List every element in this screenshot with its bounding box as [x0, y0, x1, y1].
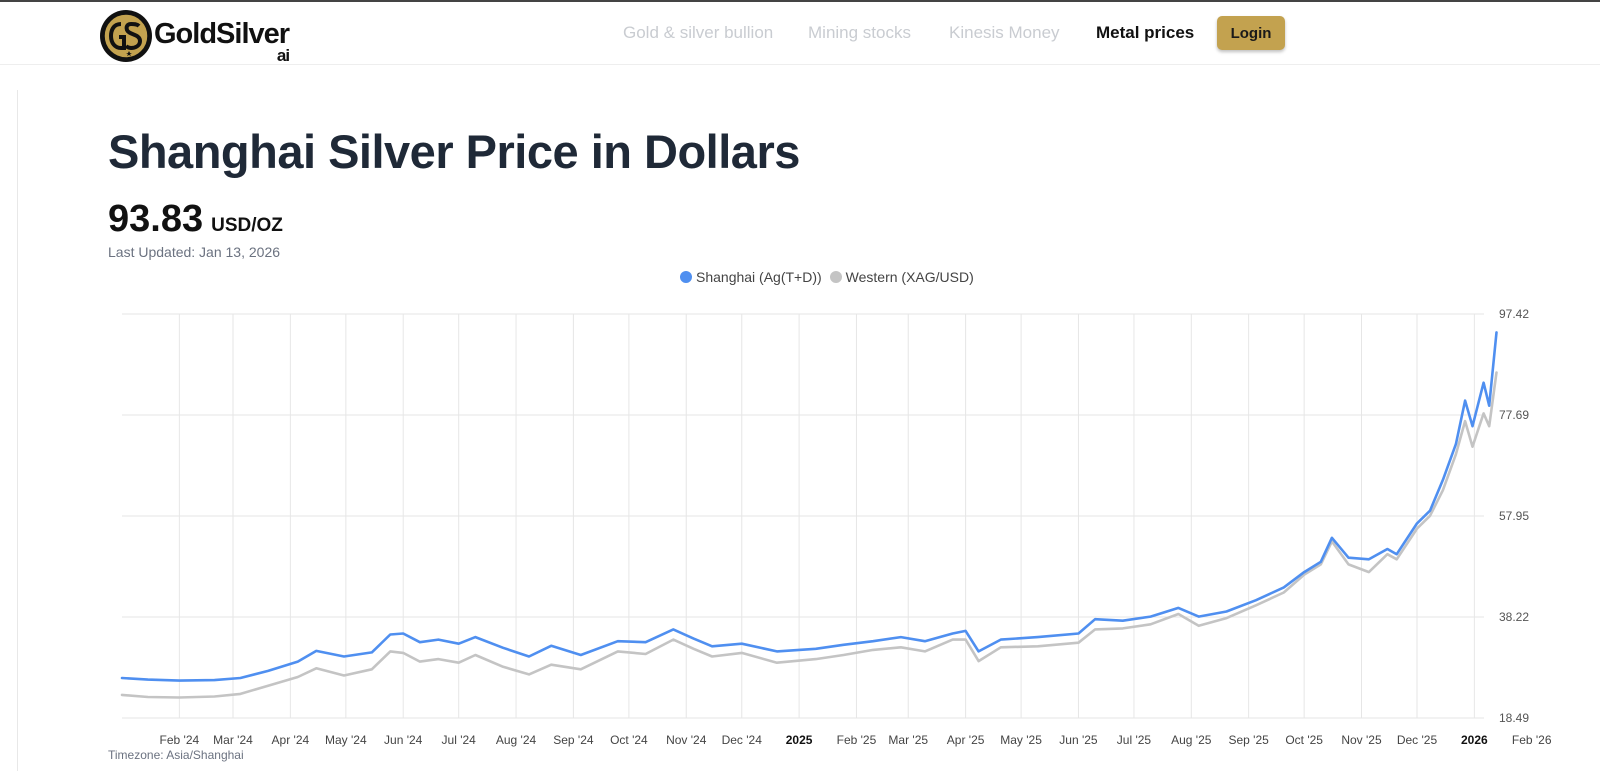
- chart-legend: Shanghai (Ag(T+D)) Western (XAG/USD): [680, 269, 982, 285]
- x-tick-label: Nov '24: [666, 733, 707, 747]
- nav-mining-stocks[interactable]: Mining stocks: [808, 23, 911, 42]
- nav-kinesis-money[interactable]: Kinesis Money: [949, 23, 1060, 42]
- x-tick-label: Mar '24: [213, 733, 253, 747]
- current-price: 93.83 USD/OZ: [108, 198, 283, 241]
- x-tick-label: Aug '24: [496, 733, 537, 747]
- x-tick-label: Jul '25: [1117, 733, 1152, 747]
- x-tick-label: May '24: [325, 733, 367, 747]
- x-tick-label: Nov '25: [1341, 733, 1382, 747]
- series-line-shanghai: [120, 331, 1498, 682]
- legend-dot-shanghai: [680, 271, 692, 283]
- x-tick-label: Jun '25: [1059, 733, 1098, 747]
- x-tick-label: 2026: [1461, 733, 1488, 747]
- x-tick-label: Jul '24: [442, 733, 477, 747]
- last-updated: Last Updated: Jan 13, 2026: [108, 244, 281, 260]
- y-tick-label: 97.42: [1499, 307, 1529, 321]
- goldsilver-logo-icon: [100, 10, 152, 62]
- price-unit: USD/OZ: [211, 215, 283, 236]
- timezone-note: Timezone: Asia/Shanghai: [108, 748, 244, 762]
- y-tick-label: 57.95: [1499, 509, 1529, 523]
- x-tick-label: Sep '24: [553, 733, 594, 747]
- content-divider: [17, 90, 18, 771]
- x-tick-label: Feb '24: [160, 733, 200, 747]
- x-tick-label: Apr '24: [272, 733, 310, 747]
- x-tick-label: Dec '24: [722, 733, 763, 747]
- y-tick-label: 18.49: [1499, 711, 1529, 725]
- brand-logo[interactable]: GoldSilver ai: [99, 9, 290, 65]
- x-tick-label: Oct '24: [610, 733, 648, 747]
- legend-item-western[interactable]: Western (XAG/USD): [829, 269, 974, 285]
- legend-item-shanghai[interactable]: Shanghai (Ag(T+D)): [680, 269, 822, 285]
- x-tick-label: 2025: [786, 733, 813, 747]
- x-tick-label: Apr '25: [947, 733, 985, 747]
- legend-label-western: Western (XAG/USD): [845, 269, 974, 285]
- logo-wordmark: GoldSilver: [154, 18, 290, 50]
- y-tick-label: 77.69: [1499, 408, 1529, 422]
- series-line-western: [120, 371, 1498, 699]
- x-tick-label: Feb '26: [1512, 733, 1552, 747]
- x-tick-label: Sep '25: [1228, 733, 1269, 747]
- x-tick-label: Dec '25: [1397, 733, 1438, 747]
- nav-gold-silver-bullion[interactable]: Gold & silver bullion: [623, 23, 774, 42]
- x-tick-label: May '25: [1000, 733, 1042, 747]
- site-header: GoldSilver ai Gold & silver bullion Mini…: [0, 2, 1600, 65]
- nav-metal-prices[interactable]: Metal prices: [1096, 23, 1195, 42]
- login-button[interactable]: Login: [1217, 16, 1285, 50]
- x-tick-label: Feb '25: [837, 733, 877, 747]
- price-value: 93.83: [108, 198, 204, 240]
- legend-label-shanghai: Shanghai (Ag(T+D)): [696, 269, 822, 285]
- legend-dot-western: [829, 271, 842, 283]
- x-tick-label: Aug '25: [1171, 733, 1212, 747]
- x-tick-label: Oct '25: [1285, 733, 1323, 747]
- x-tick-label: Jun '24: [384, 733, 423, 747]
- page-title: Shanghai Silver Price in Dollars: [108, 125, 800, 178]
- logo-text: GoldSilver ai: [154, 18, 290, 65]
- x-tick-label: Mar '25: [888, 733, 928, 747]
- logo-subtext: ai: [276, 46, 290, 65]
- y-tick-label: 38.22: [1499, 610, 1529, 624]
